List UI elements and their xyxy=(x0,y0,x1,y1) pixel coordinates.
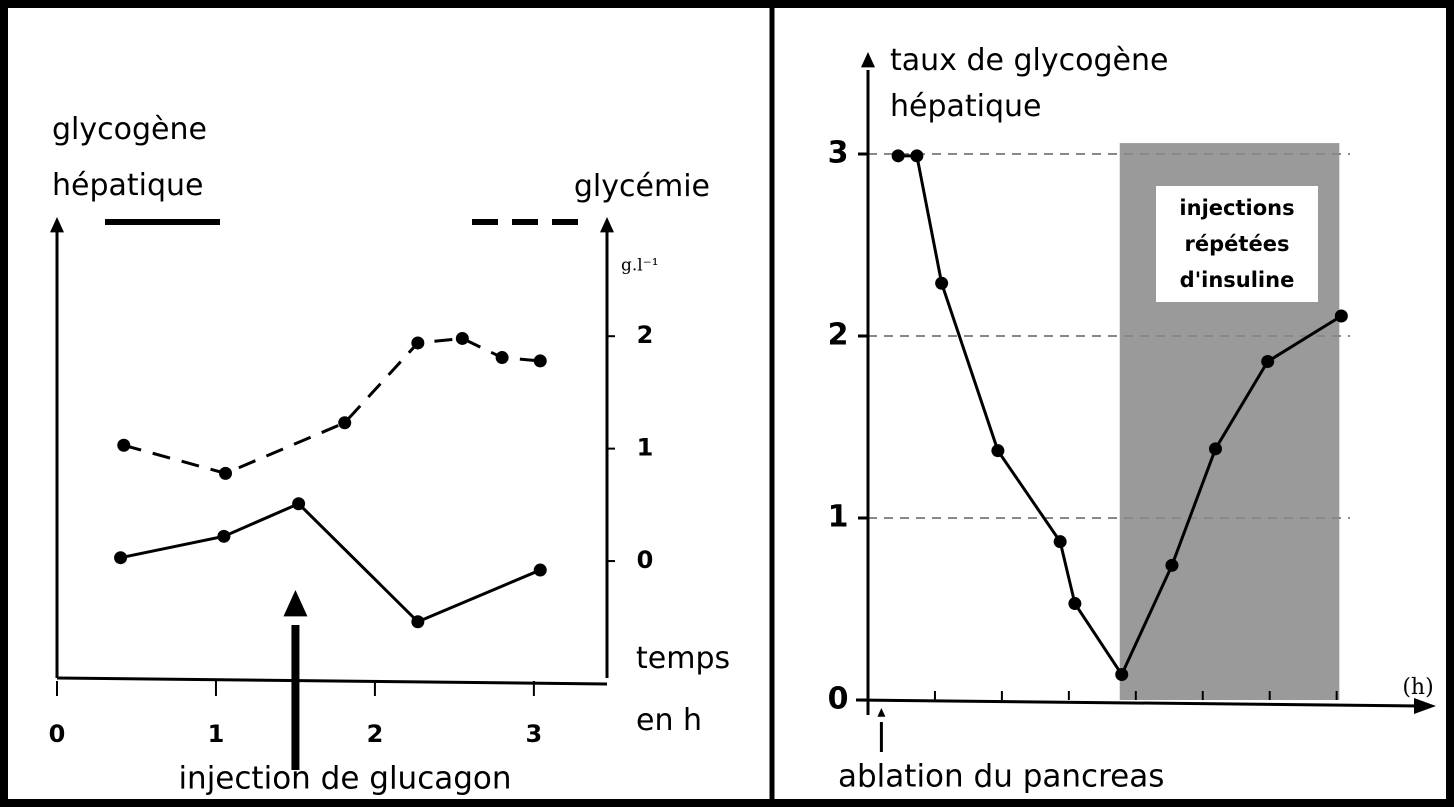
data-point xyxy=(117,438,131,452)
y-tick-label: 1 xyxy=(828,500,849,535)
legend-label: glycogène hépatique xyxy=(52,112,207,203)
data-point xyxy=(338,416,352,430)
x-axis-label: (h) xyxy=(1402,675,1433,700)
y2-axis-arrow xyxy=(600,217,614,233)
legend-label: glycémie xyxy=(573,169,710,204)
y2-tick-label: 0 xyxy=(637,546,654,574)
y2-unit: g.l⁻¹ xyxy=(621,256,659,276)
data-point xyxy=(891,149,905,163)
data-point xyxy=(991,444,1005,458)
data-point xyxy=(411,615,425,629)
region-label: injections répétées d'insuline xyxy=(1156,186,1318,302)
x-tick-label: 3 xyxy=(526,720,543,748)
data-point xyxy=(217,529,231,543)
x-axis-label: temps en h xyxy=(636,641,731,738)
data-point xyxy=(533,354,547,368)
data-point xyxy=(1115,668,1129,682)
x-axis xyxy=(855,698,1421,708)
annotation-arrowhead xyxy=(283,590,308,617)
data-point xyxy=(935,276,949,290)
y-axis-arrow xyxy=(861,52,875,68)
y-axis-arrow xyxy=(50,217,64,233)
y-tick-label: 3 xyxy=(828,136,849,171)
x-axis xyxy=(56,676,608,686)
y2-tick-label: 1 xyxy=(637,434,654,462)
data-point xyxy=(455,331,469,345)
data-point xyxy=(1053,535,1067,549)
data-point xyxy=(1068,597,1082,611)
data-point xyxy=(1334,309,1348,323)
data-point xyxy=(533,563,547,577)
annotation: injection de glucagon xyxy=(178,761,511,797)
y-tick-label: 2 xyxy=(828,318,849,353)
y-axis-label: taux de glycogène hépatique xyxy=(890,43,1169,124)
data-point xyxy=(114,551,128,565)
series-line xyxy=(120,501,541,624)
data-point xyxy=(1165,558,1179,572)
series-line xyxy=(123,336,541,475)
data-point xyxy=(910,149,924,163)
data-point xyxy=(495,351,509,365)
data-point xyxy=(218,466,232,480)
x-tick-label: 2 xyxy=(367,720,384,748)
annotation: ablation du pancreas xyxy=(838,759,1164,795)
y2-tick-label: 2 xyxy=(637,321,654,349)
data-point xyxy=(411,336,425,350)
x-tick-label: 1 xyxy=(208,720,225,748)
data-point xyxy=(292,497,306,511)
x-axis-arrow xyxy=(1414,698,1436,714)
annotation-arrowhead xyxy=(877,708,886,717)
x-tick-label: 0 xyxy=(49,720,66,748)
data-point xyxy=(1261,354,1275,368)
y-tick-label: 0 xyxy=(828,682,849,717)
data-point xyxy=(1208,442,1222,456)
